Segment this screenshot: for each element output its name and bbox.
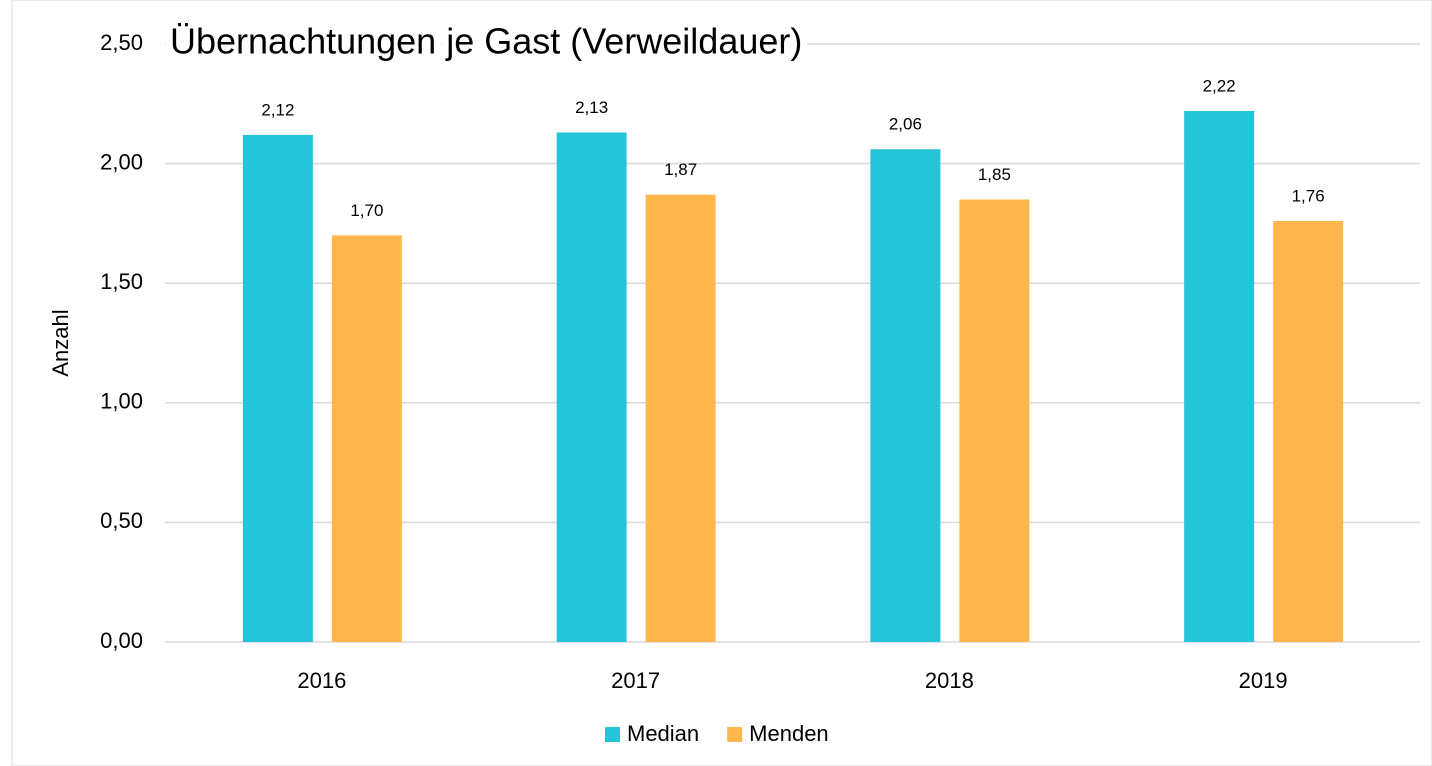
data-label: 1,87 — [664, 160, 697, 179]
y-tick-label: 2,00 — [100, 149, 143, 174]
y-tick-label: 1,50 — [100, 269, 143, 294]
y-tick-label: 0,00 — [100, 628, 143, 653]
legend-swatch — [605, 727, 620, 742]
data-label: 1,70 — [350, 201, 383, 220]
bar — [556, 132, 627, 642]
bar — [645, 194, 716, 643]
data-label: 1,85 — [978, 165, 1011, 184]
x-tick-label: 2017 — [611, 668, 660, 693]
data-label: 1,76 — [1292, 186, 1325, 205]
bar — [1184, 110, 1255, 642]
y-tick-label: 1,00 — [100, 389, 143, 414]
bar — [242, 134, 313, 642]
data-label: 2,13 — [575, 98, 608, 117]
x-tick-label: 2019 — [1239, 668, 1288, 693]
bar — [331, 235, 402, 643]
data-label: 2,22 — [1203, 76, 1236, 95]
y-tick-label: 2,50 — [100, 30, 143, 55]
y-axis-label: Anzahl — [48, 309, 73, 376]
data-label: 2,06 — [889, 115, 922, 134]
bar — [1273, 221, 1344, 642]
x-tick-label: 2016 — [297, 668, 346, 693]
legend-label: Menden — [749, 721, 829, 746]
data-label: 2,12 — [261, 100, 294, 119]
bar — [959, 199, 1030, 643]
bar — [870, 149, 941, 643]
chart-title: Übernachtungen je Gast (Verweildauer) — [170, 21, 802, 62]
y-tick-label: 0,50 — [100, 508, 143, 533]
legend-swatch — [727, 727, 743, 742]
legend-label: Median — [627, 721, 699, 746]
x-tick-label: 2018 — [925, 668, 974, 693]
